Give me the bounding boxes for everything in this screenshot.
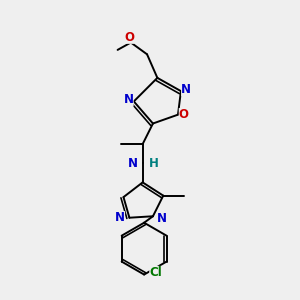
Text: O: O — [179, 108, 189, 121]
Text: N: N — [128, 157, 138, 170]
Text: O: O — [124, 31, 134, 44]
Text: Cl: Cl — [149, 266, 162, 279]
Text: N: N — [181, 83, 191, 96]
Text: H: H — [149, 157, 159, 170]
Text: N: N — [157, 212, 166, 225]
Text: N: N — [115, 211, 125, 224]
Text: N: N — [124, 93, 134, 106]
